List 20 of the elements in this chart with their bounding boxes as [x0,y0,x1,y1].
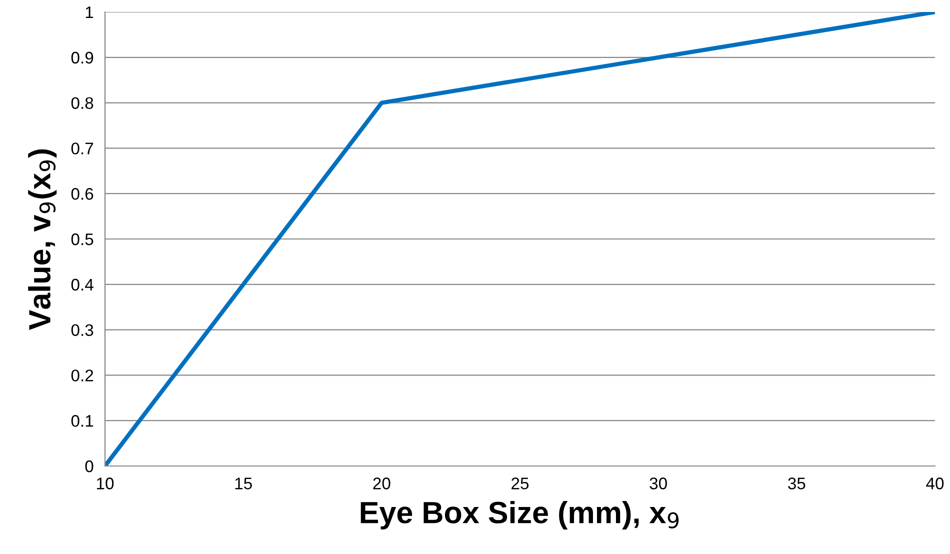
y-tick-label: 0.5 [71,233,94,246]
y-tick-label: 0.2 [71,370,94,382]
x-tick-label: 10 [97,478,114,490]
y-tick-label: 0 [85,460,94,472]
x-axis-title: Eye Box Size (mm), x$_{9}$ [360,500,679,530]
x-tick-label: 15 [235,478,252,490]
y-tick-label: 0.3 [71,324,94,336]
y-tick-label: 0.1 [71,415,94,427]
x-tick-label: 20 [373,478,390,490]
y-tick-label: 0.4 [71,278,94,291]
x-tick-label: 30 [650,478,667,490]
y-tick-label: 0.6 [71,188,94,200]
y-axis-title: Value, v$_{9}$(x$_{9}$) [28,149,57,330]
x-tick-label: 35 [788,478,806,490]
y-tick-label: 0.8 [71,97,94,110]
y-tick-label: 1 [86,6,94,18]
x-tick-label: 25 [512,478,529,490]
y-tick-label: 0.7 [71,142,94,154]
y-tick-label: 0.9 [71,52,94,64]
x-tick-label: 40 [926,478,944,490]
